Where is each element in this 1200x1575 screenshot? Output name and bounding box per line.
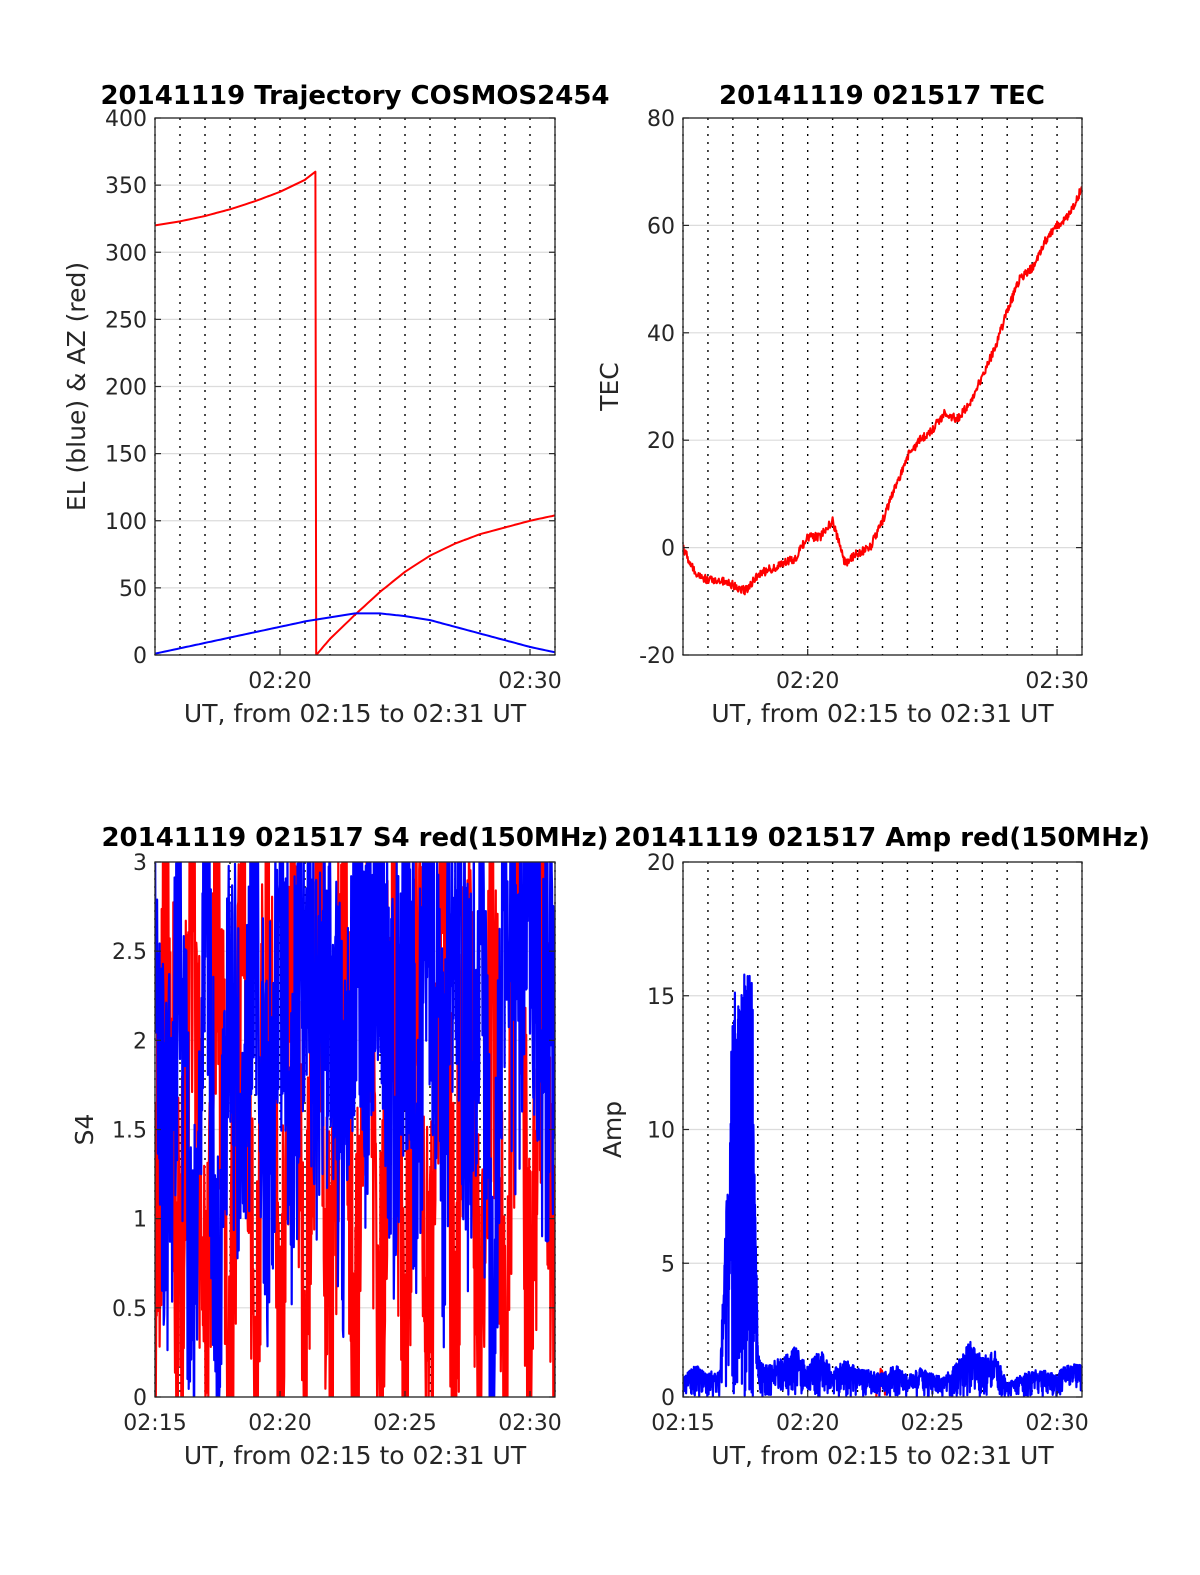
series-line-0: [155, 170, 555, 655]
chart-title: 20141119 Trajectory COSMOS2454: [100, 81, 609, 111]
x-tick-label: 02:25: [901, 1411, 964, 1436]
y-tick-label: 150: [105, 443, 147, 468]
y-tick-label: 20: [647, 429, 675, 454]
y-tick-label: 100: [105, 510, 147, 535]
x-axis-label: UT, from 02:15 to 02:31 UT: [711, 1441, 1054, 1470]
x-axis-label: UT, from 02:15 to 02:31 UT: [711, 699, 1054, 728]
y-tick-label: 300: [105, 241, 147, 266]
y-tick-label: 80: [647, 107, 675, 132]
x-tick-label: 02:30: [1025, 1411, 1088, 1436]
amp-chart: 0 5 10 15 20 02:15 02:20 02:25 02:30 20141119 021…: [598, 823, 1150, 1470]
series-line-0: [683, 186, 1082, 596]
y-tick-label: 2: [133, 1029, 147, 1054]
y-tick-label: 1.5: [112, 1119, 147, 1144]
y-tick-label: 3: [133, 851, 147, 876]
y-tick-label: 60: [647, 214, 675, 239]
x-axis-label: UT, from 02:15 to 02:31 UT: [184, 1441, 527, 1470]
y-tick-label: 2.5: [112, 940, 147, 965]
y-tick-label: 200: [105, 376, 147, 401]
y-tick-label: 0: [133, 1386, 147, 1411]
series-line-1: [683, 973, 1082, 1397]
chart-title: 20141119 021517 TEC: [719, 81, 1045, 111]
x-axis-label: UT, from 02:15 to 02:31 UT: [184, 699, 527, 728]
s4-chart: 0 0.5 1 1.5 2 2.5 3 02:15 02:20 02:25 02:30 2014111…: [70, 823, 609, 1470]
y-tick-label: 10: [647, 1119, 675, 1144]
y-tick-label: 0: [661, 537, 675, 562]
y-tick-label: 400: [105, 107, 147, 132]
y-tick-label: 20: [647, 851, 675, 876]
x-tick-label: 02:20: [248, 669, 311, 694]
x-tick-label: 02:15: [123, 1411, 186, 1436]
x-tick-label: 02:30: [1025, 669, 1088, 694]
x-tick-label: 02:20: [776, 669, 839, 694]
y-tick-label: 40: [647, 322, 675, 347]
chart-title: 20141119 021517 Amp red(150MHz): [614, 823, 1150, 853]
y-tick-label: 350: [105, 174, 147, 199]
trajectory-chart: 0 50 100 150 200 250 300 350 400 02:20 02:30 201411…: [62, 81, 610, 728]
y-tick-label: 1: [133, 1208, 147, 1233]
tec-chart: -20 0 20 40 60 80 02:20 02:30 20141119 021517 TE…: [595, 81, 1089, 728]
y-axis-label: EL (blue) & AZ (red): [62, 262, 91, 511]
plot-frame: [682, 117, 1083, 656]
y-tick-label: 0: [133, 644, 147, 669]
series-line-0: [155, 862, 555, 1397]
y-axis-label: TEC: [595, 362, 624, 412]
series-line-1: [155, 612, 555, 655]
x-tick-label: 02:30: [498, 1411, 561, 1436]
y-tick-label: -20: [639, 644, 675, 669]
x-tick-label: 02:25: [373, 1411, 436, 1436]
x-tick-label: 02:30: [498, 669, 561, 694]
y-tick-label: 5: [661, 1252, 675, 1277]
y-axis-label: S4: [70, 1114, 99, 1146]
x-tick-label: 02:20: [248, 1411, 311, 1436]
y-tick-label: 0.5: [112, 1297, 147, 1322]
y-tick-label: 0: [661, 1386, 675, 1411]
series-line-1: [155, 862, 555, 1397]
x-tick-label: 02:20: [776, 1411, 839, 1436]
y-tick-label: 15: [647, 985, 675, 1010]
y-axis-label: Amp: [598, 1101, 627, 1158]
y-tick-label: 50: [119, 577, 147, 602]
chart-title: 20141119 021517 S4 red(150MHz): [101, 823, 608, 853]
x-tick-label: 02:15: [651, 1411, 714, 1436]
y-tick-label: 250: [105, 308, 147, 333]
